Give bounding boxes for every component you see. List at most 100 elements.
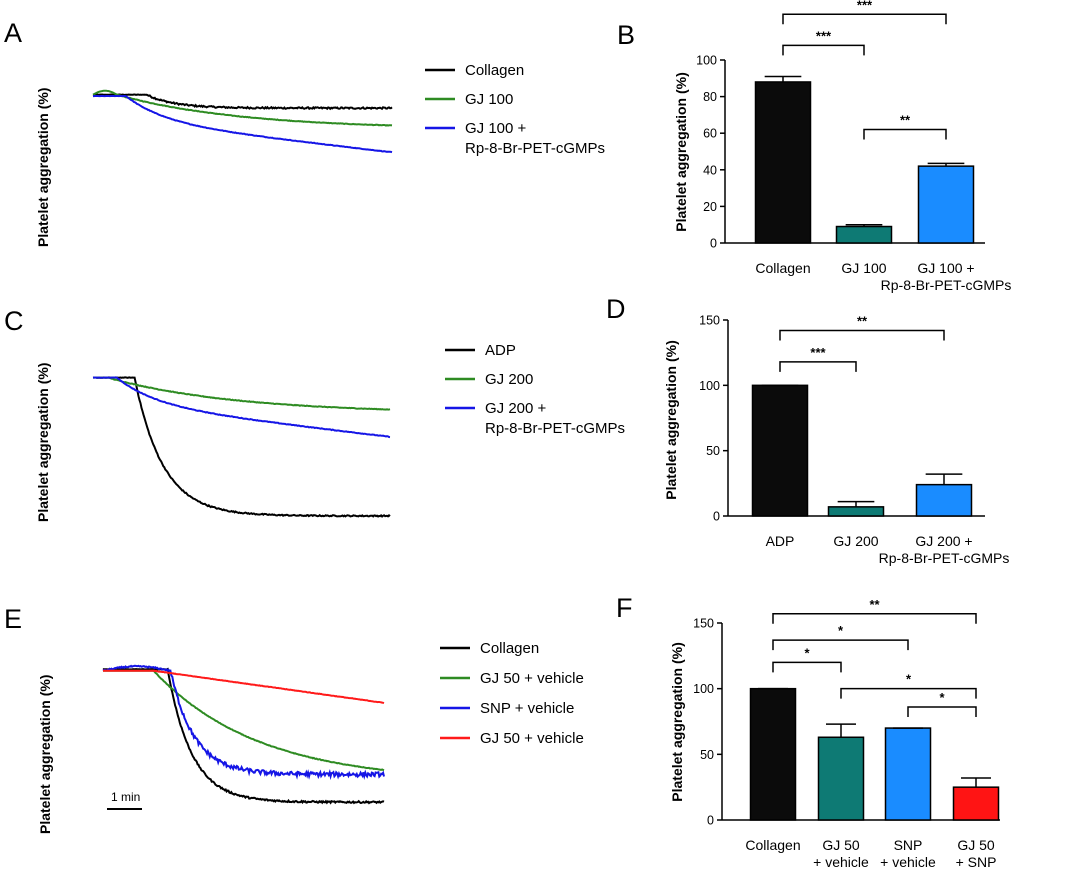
panel-letter-d: D xyxy=(606,294,626,324)
category-label: + SNP xyxy=(956,854,997,870)
panel-letter-c: C xyxy=(4,306,24,336)
category-label: GJ 50 xyxy=(957,837,995,853)
y-tick-label: 50 xyxy=(706,444,720,458)
scale-bar-label: 1 min xyxy=(111,790,140,804)
y-tick-label: 150 xyxy=(693,617,714,631)
significance-label: ** xyxy=(900,113,911,128)
significance-label: * xyxy=(939,690,945,705)
category-label: Collagen xyxy=(755,260,810,276)
significance-label: *** xyxy=(857,0,873,12)
trace-a-1 xyxy=(92,89,393,127)
bar xyxy=(817,736,865,821)
trace-e-0 xyxy=(102,667,385,805)
legend-label: GJ 50 + vehicle xyxy=(480,730,584,747)
y-tick-label: 50 xyxy=(700,748,714,762)
y-tick-label: 0 xyxy=(713,510,720,524)
trace-e-2 xyxy=(102,664,385,781)
y-tick-label: 60 xyxy=(703,127,717,141)
category-label: GJ 200 xyxy=(833,533,878,549)
y-tick-label: 20 xyxy=(703,200,717,214)
y-tick-label: 100 xyxy=(693,682,714,696)
trace-c-1 xyxy=(93,376,391,411)
legend-label: SNP + vehicle xyxy=(480,700,574,717)
bar xyxy=(751,384,809,517)
y-axis-label: Platelet aggregation (%) xyxy=(669,642,685,801)
significance-bracket xyxy=(779,361,857,372)
panel-f: F 0 50 100 150 Platelet aggregation (%) Collag… xyxy=(616,593,1000,870)
trace-c-2 xyxy=(92,376,391,439)
y-tick-label: 0 xyxy=(707,814,714,828)
legend-label: ADP xyxy=(485,342,516,359)
y-tick-label: 100 xyxy=(696,54,717,68)
trace-e-3 xyxy=(103,669,385,705)
panel-a: A Platelet aggregation (%) Collagen GJ 100 G… xyxy=(4,18,605,247)
significance-bracket xyxy=(772,661,842,673)
category-label: GJ 50 xyxy=(822,837,860,853)
significance-label: * xyxy=(838,623,844,638)
legend-label: GJ 200 xyxy=(485,371,533,388)
legend-label: Rp-8-Br-PET-cGMPs xyxy=(485,420,625,437)
significance-label: *** xyxy=(816,28,832,43)
y-axis-label: Platelet aggregation (%) xyxy=(663,340,679,499)
category-label: GJ 200 + xyxy=(915,533,972,549)
category-label: + vehicle xyxy=(880,854,936,870)
bar xyxy=(917,165,975,244)
significance-label: * xyxy=(804,645,810,660)
significance-label: * xyxy=(906,672,912,687)
significance-label: ** xyxy=(857,313,868,328)
bar xyxy=(754,81,812,244)
significance-label: ** xyxy=(869,597,880,612)
legend-label: GJ 50 + vehicle xyxy=(480,670,584,687)
y-axis-label: Platelet aggregation (%) xyxy=(673,72,689,231)
bar xyxy=(915,483,973,517)
legend-label: Collagen xyxy=(480,640,539,657)
significance-bracket xyxy=(782,44,865,56)
y-tick-label: 0 xyxy=(710,237,717,251)
trace-c-0 xyxy=(93,376,391,518)
y-tick-label: 40 xyxy=(703,163,717,177)
category-label: SNP xyxy=(894,837,923,853)
bar xyxy=(884,727,932,821)
legend-label: Collagen xyxy=(465,62,524,79)
significance-label: *** xyxy=(810,345,826,360)
panel-b: B 0 20 40 60 80 100 Platelet aggregation (%) Col… xyxy=(617,0,1011,293)
category-label: ADP xyxy=(766,533,795,549)
significance-bracket xyxy=(863,128,947,140)
bar xyxy=(835,225,893,244)
category-label: Rp-8-Br-PET-cGMPs xyxy=(879,550,1010,566)
y-axis-label: Platelet aggregation (%) xyxy=(35,363,51,522)
legend-label: GJ 200 + xyxy=(485,400,547,417)
panel-d: D 0 50 100 150 Platelet aggregation (%) ADP GJ … xyxy=(606,294,1009,566)
category-label: Collagen xyxy=(745,837,800,853)
y-axis-label: Platelet aggregation (%) xyxy=(35,88,51,247)
category-label: GJ 100 xyxy=(841,260,886,276)
significance-bracket xyxy=(779,329,945,341)
y-tick-label: 150 xyxy=(699,314,720,328)
bar xyxy=(749,687,797,821)
panel-letter-e: E xyxy=(4,604,22,634)
significance-bracket xyxy=(782,13,947,25)
category-label: GJ 100 + xyxy=(917,260,974,276)
y-tick-label: 100 xyxy=(699,379,720,393)
y-axis-label: Platelet aggregation (%) xyxy=(37,675,53,834)
category-label: Rp-8-Br-PET-cGMPs xyxy=(881,277,1012,293)
bar xyxy=(952,786,1000,821)
significance-bracket xyxy=(907,706,977,718)
bar xyxy=(827,506,885,517)
panel-letter-b: B xyxy=(617,20,635,50)
legend-label: Rp-8-Br-PET-cGMPs xyxy=(465,140,605,157)
trace-a-0 xyxy=(92,93,393,111)
trace-e-1 xyxy=(103,669,385,772)
panel-letter-a: A xyxy=(4,18,22,48)
significance-bracket xyxy=(772,613,977,624)
significance-bracket xyxy=(840,687,977,699)
significance-bracket xyxy=(772,639,909,651)
trace-a-2 xyxy=(93,95,393,154)
panel-c: C Platelet aggregation (%) ADP GJ 200 GJ 200… xyxy=(4,306,625,522)
category-label: + vehicle xyxy=(813,854,869,870)
panel-letter-f: F xyxy=(616,593,633,623)
legend-label: GJ 100 xyxy=(465,91,513,108)
y-tick-label: 80 xyxy=(703,90,717,104)
panel-e: E Platelet aggregation (%) Collagen GJ 50 +… xyxy=(4,604,584,834)
